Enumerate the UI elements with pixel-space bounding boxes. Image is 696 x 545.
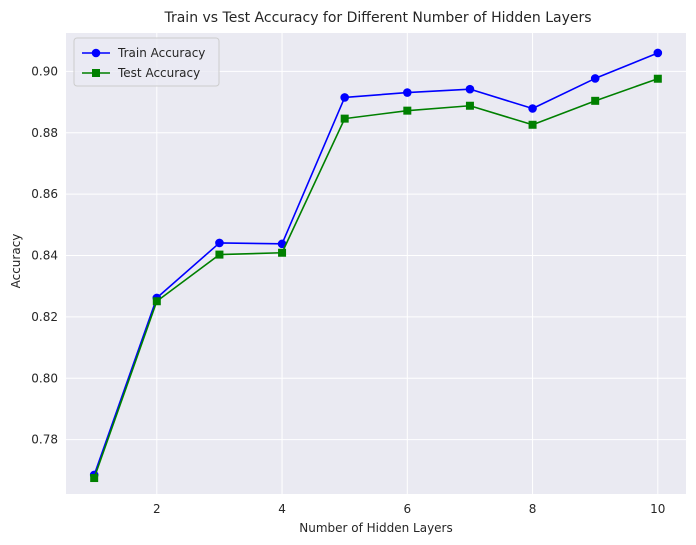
grid xyxy=(66,33,686,494)
series-line xyxy=(93,77,659,479)
series-line xyxy=(93,52,659,476)
legend-label: Train Accuracy xyxy=(117,46,205,60)
data-point xyxy=(403,106,412,115)
data-point xyxy=(215,238,224,248)
y-tick-label: 0.82 xyxy=(31,310,58,324)
data-point xyxy=(340,114,349,123)
data-point xyxy=(215,250,224,259)
data-point xyxy=(465,101,474,110)
plot-area xyxy=(66,33,686,494)
y-tick-label: 0.84 xyxy=(31,249,58,263)
data-point xyxy=(591,96,600,105)
data-point xyxy=(90,474,99,483)
data-point xyxy=(403,88,412,97)
legend-entry: Test Accuracy xyxy=(82,66,200,80)
legend-entry: Train Accuracy xyxy=(82,46,205,60)
data-point xyxy=(465,84,475,94)
y-axis-title: Accuracy xyxy=(9,234,23,289)
x-tick-label: 10 xyxy=(650,502,665,516)
data-point xyxy=(590,74,600,83)
x-tick-label: 4 xyxy=(278,502,286,516)
data-point xyxy=(340,93,349,102)
y-tick-label: 0.86 xyxy=(31,187,58,201)
data-point xyxy=(653,74,662,83)
data-point xyxy=(277,239,287,249)
legend-marker xyxy=(91,48,101,58)
x-axis-title: Number of Hidden Layers xyxy=(299,521,453,535)
data-point xyxy=(152,297,161,306)
y-tick-label: 0.78 xyxy=(31,433,58,447)
x-tick-label: 2 xyxy=(153,502,161,516)
tick-labels: 2 4 6 8 10 0.78 0.80 0.82 0.84 0.86 0.88 0.90 xyxy=(31,64,665,516)
legend-box xyxy=(73,37,220,87)
series-layer xyxy=(89,48,663,483)
y-tick-label: 0.88 xyxy=(31,126,58,140)
data-point xyxy=(528,104,537,113)
data-point xyxy=(278,248,287,257)
x-tick-label: 6 xyxy=(403,502,411,516)
data-point xyxy=(528,120,537,129)
series-test xyxy=(90,74,662,483)
legend-label: Test Accuracy xyxy=(117,66,200,80)
x-tick-label: 8 xyxy=(529,502,537,516)
data-point xyxy=(653,48,663,58)
y-tick-label: 0.90 xyxy=(31,64,58,78)
y-tick-label: 0.80 xyxy=(31,371,58,385)
chart-title: Train vs Test Accuracy for Different Num… xyxy=(163,10,591,26)
legend-entries: Train Accuracy Test Accuracy xyxy=(82,46,205,80)
legend: Train Accuracy Test Accuracy xyxy=(73,37,220,87)
legend-marker xyxy=(92,69,100,77)
